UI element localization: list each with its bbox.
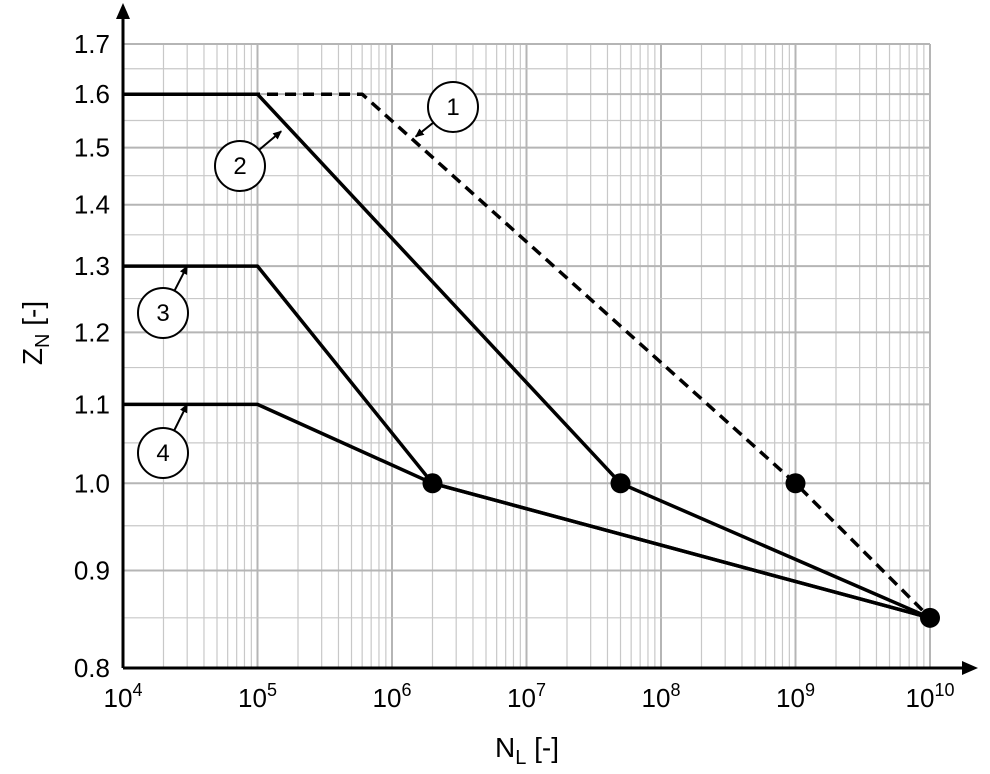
data-marker	[785, 473, 806, 494]
x-tick-label: 109	[776, 680, 815, 713]
y-axis-label-main: Z	[17, 348, 48, 365]
series-lines	[123, 92, 932, 620]
y-axis-arrow	[116, 3, 130, 19]
x-tick-exponent: 7	[536, 680, 546, 700]
y-tick-label: 1.7	[74, 29, 110, 59]
callout-label: 2	[233, 153, 246, 180]
y-tick-label: 1.4	[74, 190, 110, 220]
series-line-2	[123, 92, 931, 620]
x-tick-base: 10	[507, 683, 536, 713]
callout-bubble	[427, 81, 479, 133]
data-marker	[610, 473, 631, 494]
x-tick-label: 106	[373, 680, 412, 713]
y-tick-label: 1.3	[74, 251, 110, 281]
y-tick-label: 1.5	[74, 133, 110, 163]
x-tick-label: 104	[104, 680, 143, 713]
callout-arrow	[414, 121, 435, 138]
y-tick-label: 1.0	[74, 468, 110, 498]
callout-label: 3	[156, 300, 169, 327]
axes	[116, 3, 978, 675]
x-tick-base: 10	[776, 683, 805, 713]
x-tick-exponent: 4	[132, 680, 142, 700]
y-tick-labels: 0.8 0.9 1.0 1.1 1.2 1.3 1.4 1.5 1.6 1.7	[74, 29, 110, 683]
series-line-1	[123, 92, 932, 620]
x-axis-label-suffix: [-]	[526, 732, 559, 763]
y-axis-label-suffix: [-]	[17, 301, 48, 334]
grid	[122, 43, 931, 669]
x-axis-arrow	[962, 661, 978, 675]
x-tick-base: 10	[642, 683, 671, 713]
callout-bubble	[137, 427, 189, 479]
callout-2: 2	[214, 130, 282, 192]
y-tick-label: 1.2	[74, 317, 110, 347]
x-tick-base: 10	[238, 683, 267, 713]
series-callouts: 1 2 3 4	[137, 81, 479, 479]
data-marker	[920, 607, 940, 628]
x-tick-label: 108	[642, 680, 681, 713]
data-marker	[422, 473, 443, 494]
x-tick-base: 10	[373, 683, 402, 713]
callout-bubble	[137, 287, 189, 339]
callout-arrow	[258, 130, 282, 151]
x-tick-exponent: 9	[805, 680, 815, 700]
callout-arrow	[173, 403, 189, 432]
callout-4: 4	[137, 403, 189, 479]
x-tick-label: 1010	[906, 680, 955, 713]
x-axis-label: NL [-]	[495, 732, 559, 769]
x-tick-exponent: 8	[670, 680, 680, 700]
x-tick-base: 10	[104, 683, 133, 713]
x-axis-label-sub: L	[515, 747, 526, 769]
callout-1: 1	[414, 81, 479, 138]
series-line-4	[123, 402, 931, 620]
y-tick-label: 0.9	[74, 555, 110, 585]
y-tick-label: 1.1	[74, 389, 110, 419]
y-tick-label: 0.8	[74, 653, 110, 683]
x-tick-base: 10	[906, 683, 935, 713]
callout-arrow	[173, 265, 189, 292]
y-axis-label-sub: N	[32, 334, 54, 348]
x-tick-exponent: 5	[267, 680, 277, 700]
callout-label: 4	[156, 440, 169, 467]
x-tick-labels: 104 105 106 107 108 109 1010	[104, 680, 955, 713]
x-tick-exponent: 10	[934, 680, 954, 700]
x-tick-label: 107	[507, 680, 546, 713]
x-axis-label-main: N	[495, 732, 515, 763]
callout-label: 1	[446, 94, 459, 121]
y-axis-label: ZN [-]	[17, 301, 54, 365]
data-markers	[422, 473, 940, 628]
callout-3: 3	[137, 265, 189, 339]
y-tick-label: 1.6	[74, 79, 110, 109]
x-tick-label: 105	[238, 680, 277, 713]
x-tick-exponent: 6	[401, 680, 411, 700]
callout-bubble	[214, 140, 266, 192]
